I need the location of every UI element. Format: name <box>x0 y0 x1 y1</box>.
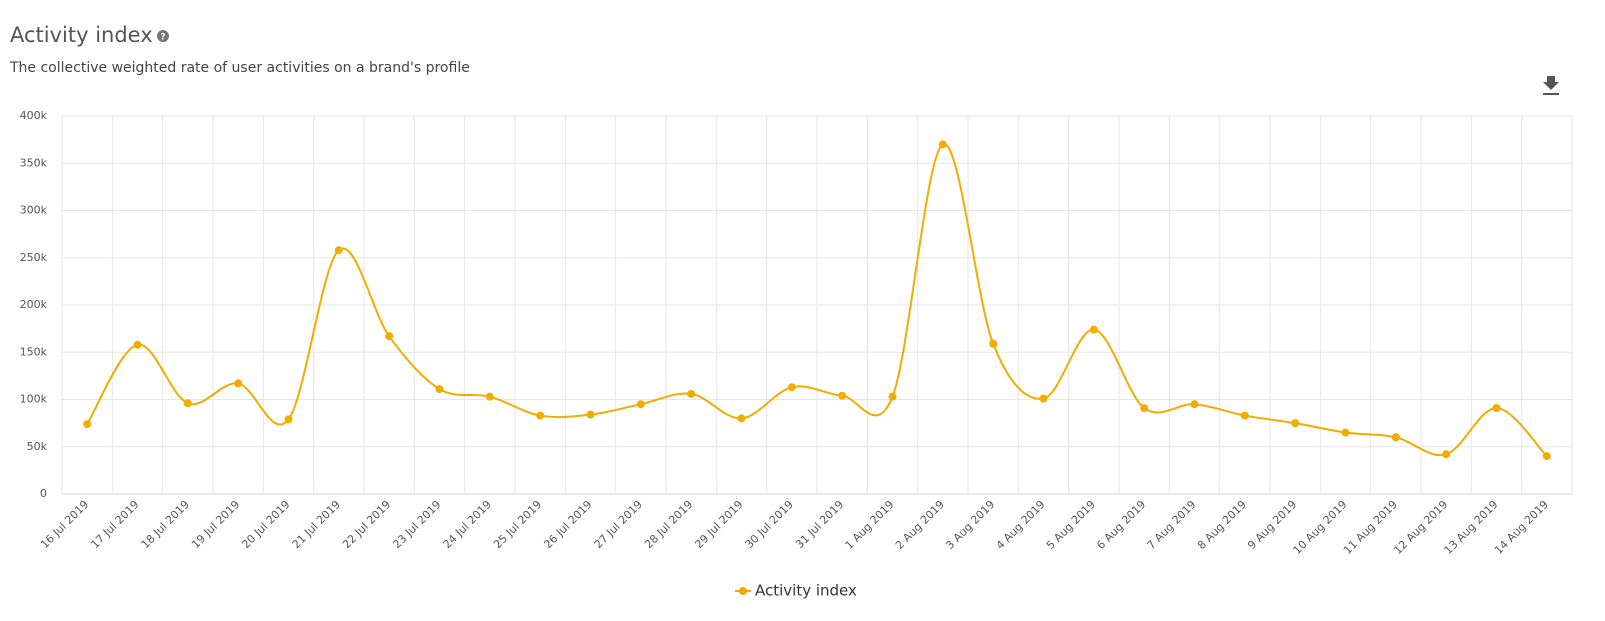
point <box>636 400 645 409</box>
x-tick-label: 26 Jul 2019 <box>541 498 594 551</box>
x-tick-label: 19 Jul 2019 <box>189 498 242 551</box>
legend-label: Activity index <box>755 582 857 600</box>
x-tick-label: 14 Aug 2019 <box>1492 498 1551 557</box>
x-tick-label: 16 Jul 2019 <box>38 498 91 551</box>
point <box>284 415 293 424</box>
x-tick-label: 23 Jul 2019 <box>390 498 443 551</box>
x-tick-label: 7 Aug 2019 <box>1145 498 1199 552</box>
point <box>687 389 696 398</box>
x-tick-label: 6 Aug 2019 <box>1094 498 1148 552</box>
x-tick-label: 31 Jul 2019 <box>793 498 846 551</box>
point <box>385 332 394 341</box>
point <box>888 392 897 401</box>
point <box>1542 452 1551 461</box>
point <box>989 339 998 348</box>
x-tick-label: 20 Jul 2019 <box>239 498 292 551</box>
help-icon[interactable]: ? <box>157 30 169 43</box>
x-tick-label: 27 Jul 2019 <box>592 498 645 551</box>
x-tick-label: 4 Aug 2019 <box>994 498 1048 552</box>
chart-title: Activity index <box>10 23 153 47</box>
x-tick-label: 8 Aug 2019 <box>1195 498 1249 552</box>
x-tick-label: 29 Jul 2019 <box>692 498 745 551</box>
legend-marker <box>739 587 747 595</box>
point <box>234 379 243 388</box>
point <box>787 383 796 392</box>
x-tick-label: 18 Jul 2019 <box>139 498 192 551</box>
chart-subtitle: The collective weighted rate of user act… <box>9 60 470 76</box>
x-tick-label: 24 Jul 2019 <box>441 498 494 551</box>
y-tick-label: 50k <box>27 440 48 453</box>
x-tick-label: 28 Jul 2019 <box>642 498 695 551</box>
point <box>83 420 92 429</box>
y-tick-label: 300k <box>20 204 48 217</box>
point <box>1391 433 1400 442</box>
x-tick-label: 9 Aug 2019 <box>1245 498 1299 552</box>
point <box>1492 404 1501 413</box>
point <box>183 399 192 408</box>
point <box>1039 394 1048 403</box>
point <box>1140 404 1149 413</box>
point <box>838 391 847 400</box>
point <box>1089 325 1098 334</box>
y-tick-label: 150k <box>20 345 48 358</box>
point <box>1291 419 1300 428</box>
point <box>737 414 746 423</box>
x-tick-label: 5 Aug 2019 <box>1044 498 1098 552</box>
point <box>133 340 142 349</box>
point <box>1341 428 1350 437</box>
y-tick-label: 250k <box>20 251 48 264</box>
download-button[interactable] <box>1543 76 1559 95</box>
svg-text:?: ? <box>160 33 165 43</box>
x-tick-label: 2 Aug 2019 <box>893 498 947 552</box>
point <box>1442 450 1451 459</box>
x-tick-label: 21 Jul 2019 <box>290 498 343 551</box>
y-tick-label: 350k <box>20 156 48 169</box>
y-tick-label: 400k <box>20 109 48 122</box>
y-tick-label: 200k <box>20 298 48 311</box>
point <box>1240 411 1249 420</box>
point <box>586 410 595 419</box>
point <box>1190 400 1199 409</box>
point <box>435 385 444 394</box>
point <box>334 246 343 255</box>
x-tick-label: 17 Jul 2019 <box>88 498 141 551</box>
y-tick-label: 100k <box>20 393 48 406</box>
point <box>536 411 545 420</box>
x-tick-label: 25 Jul 2019 <box>491 498 544 551</box>
x-tick-label: 22 Jul 2019 <box>340 498 393 551</box>
point <box>485 392 494 401</box>
x-tick-label: 3 Aug 2019 <box>943 498 997 552</box>
x-tick-label: 1 Aug 2019 <box>843 498 897 552</box>
y-tick-label: 0 <box>40 487 47 500</box>
x-tick-label: 30 Jul 2019 <box>743 498 796 551</box>
point <box>938 140 947 149</box>
